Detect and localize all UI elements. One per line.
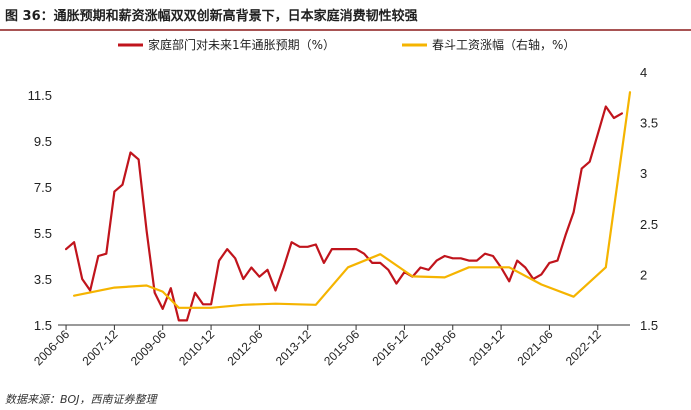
left-tick-label: 3.5 (34, 272, 52, 287)
legend: 家庭部门对未来1年通胀预期（%） 春斗工资涨幅（右轴，%） (118, 37, 575, 52)
left-tick-label: 11.5 (28, 88, 52, 103)
x-tick-label: 2013-12 (273, 327, 314, 368)
x-tick-label: 2012-06 (224, 327, 265, 368)
x-tick-label: 2006-06 (31, 327, 72, 368)
x-tick-label: 2018-06 (418, 327, 459, 368)
x-tick-label: 2007-12 (79, 327, 120, 368)
right-tick-label: 4 (640, 65, 647, 80)
figure-title: 图 36：通胀预期和薪资涨幅双双创新高背景下，日本家庭消费韧性较强 (5, 8, 418, 24)
right-tick-label: 2 (640, 267, 647, 282)
x-tick-label: 2016-12 (369, 327, 410, 368)
right-tick-label: 3.5 (640, 116, 658, 131)
left-tick-label: 9.5 (34, 134, 52, 149)
right-axis-ticks: 1.5 2 2.5 3 3.5 4 (640, 65, 658, 333)
x-tick-label: 2015-06 (321, 327, 362, 368)
right-tick-label: 3 (640, 166, 647, 181)
right-tick-label: 2.5 (640, 217, 658, 232)
left-axis-ticks: 1.5 3.5 5.5 7.5 9.5 11.5 (28, 88, 52, 333)
series-layer (65, 91, 632, 322)
legend-label-wage-growth: 春斗工资涨幅（右轴，%） (432, 37, 575, 52)
x-tick-label: 2022-12 (563, 327, 604, 368)
source-note: 数据来源：BOJ，西南证券整理 (5, 393, 158, 406)
right-tick-label: 1.5 (640, 318, 658, 333)
x-tick-label: 2019-12 (466, 327, 507, 368)
x-tick-label: 2010-12 (176, 327, 217, 368)
left-tick-label: 5.5 (34, 226, 52, 241)
x-tick-label: 2021-06 (515, 327, 556, 368)
series-line-wage-growth (73, 91, 632, 309)
legend-label-inflation-expectation: 家庭部门对未来1年通胀预期（%） (148, 37, 335, 52)
left-tick-label: 7.5 (34, 180, 52, 195)
x-axis-ticks: 2006-06 2007-12 2009-06 2010-12 2012-06 2013-… (31, 325, 604, 368)
x-tick-label: 2009-06 (128, 327, 169, 368)
series-line-inflation-expectation (65, 105, 623, 322)
left-tick-label: 1.5 (34, 318, 52, 333)
